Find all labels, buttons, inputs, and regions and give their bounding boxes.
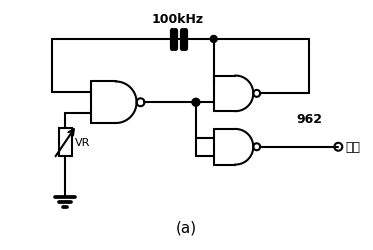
Text: 962: 962 — [297, 112, 323, 125]
Circle shape — [192, 99, 200, 107]
Circle shape — [210, 36, 217, 43]
Text: 输出: 输出 — [345, 141, 360, 154]
Text: VR: VR — [75, 137, 91, 147]
Text: (a): (a) — [175, 220, 197, 235]
Bar — [59, 128, 72, 156]
Text: 100kHz: 100kHz — [152, 13, 204, 26]
